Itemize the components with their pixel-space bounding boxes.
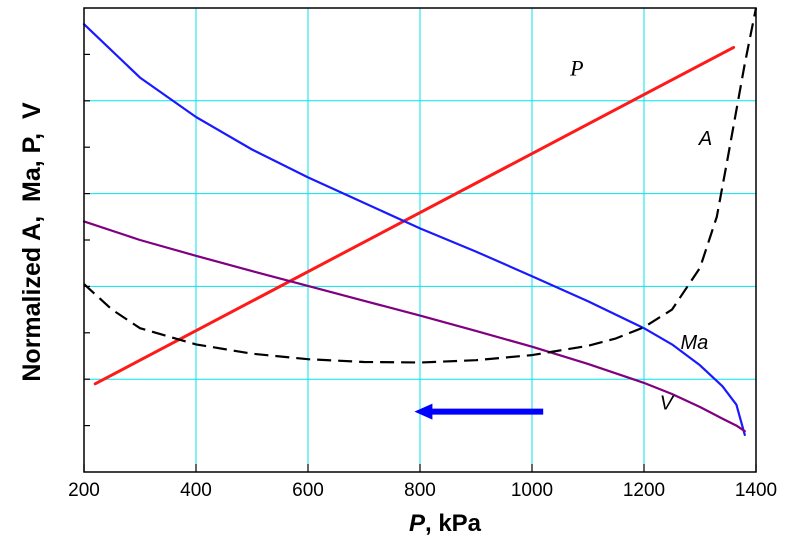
direction-arrow-group <box>414 403 544 420</box>
x-axis-variable: P <box>409 510 426 537</box>
x-tick-label: 200 <box>68 480 100 501</box>
x-axis-unit: , kPa <box>425 510 482 537</box>
series-layer <box>82 7 758 436</box>
x-tick-label: 600 <box>292 480 324 501</box>
series-label-ma: Ma <box>681 332 709 354</box>
direction-arrow-head <box>414 403 433 420</box>
series-label-v: V <box>660 392 675 414</box>
x-axis-title: P, kPa <box>409 510 482 537</box>
y-axis-title: Normalized A, Ma, P, V <box>18 102 46 382</box>
x-tick-labels: 200 400 600 800 1000 1200 1400 <box>68 480 777 501</box>
series-label-a: A <box>698 128 712 150</box>
x-tick-label: 1200 <box>623 480 665 501</box>
x-tick-label: 1400 <box>735 480 777 501</box>
x-tick-label: 1000 <box>511 480 553 501</box>
ticks <box>83 53 757 472</box>
series-p-line <box>93 45 736 386</box>
grid <box>83 8 757 472</box>
series-a-line <box>83 7 758 364</box>
series-label-p: P <box>569 55 583 80</box>
annotations: P A Ma V <box>569 55 712 414</box>
series-v-line <box>82 220 746 433</box>
x-tick-label: 800 <box>404 480 436 501</box>
x-tick-label: 400 <box>180 480 212 501</box>
series-ma-line <box>82 23 746 436</box>
